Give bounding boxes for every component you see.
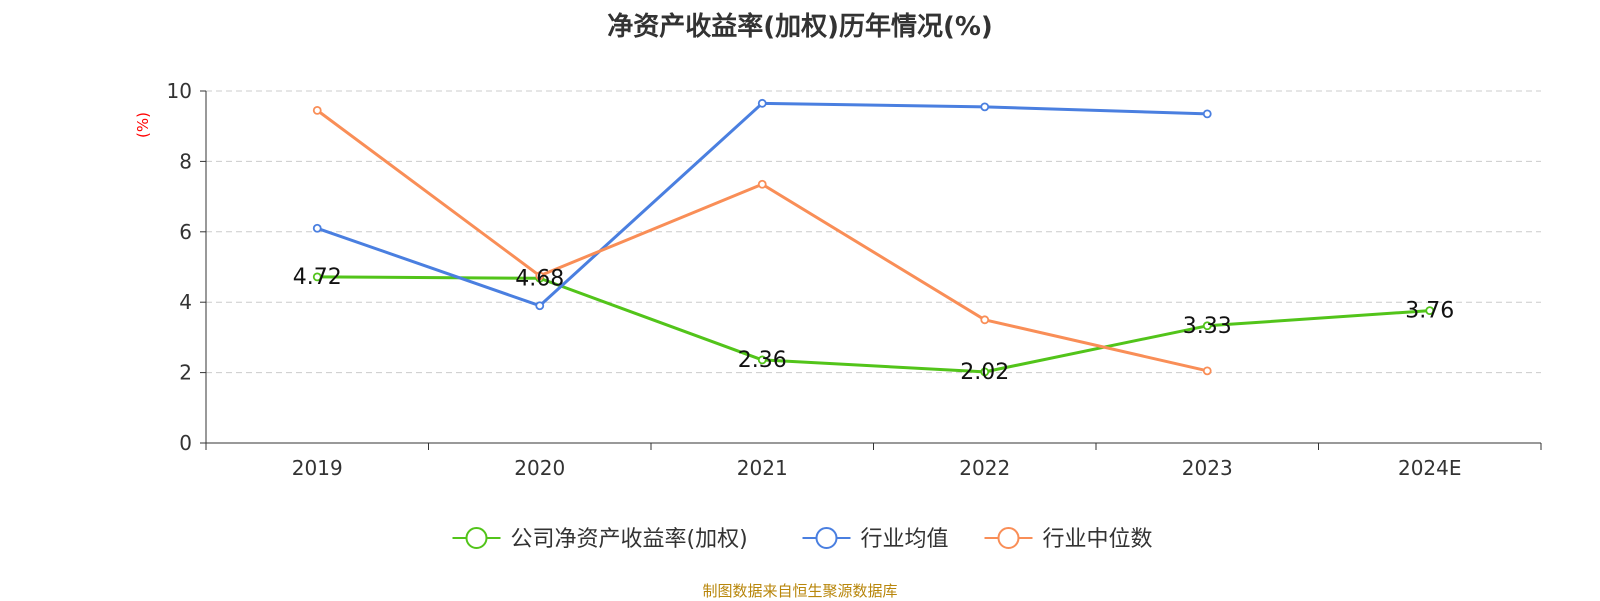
y-tick-label: 2 xyxy=(179,361,192,385)
legend-label: 行业均值 xyxy=(861,527,949,552)
legend-marker-0 xyxy=(465,527,488,549)
data-label: 3.33 xyxy=(1183,314,1232,339)
y-tick-label: 0 xyxy=(179,431,192,455)
data-point-2 xyxy=(535,271,545,281)
y-tick-label: 10 xyxy=(167,79,192,103)
data-point-1 xyxy=(757,98,767,108)
data-point-2 xyxy=(1202,366,1212,376)
data-point-0 xyxy=(312,272,322,282)
data-point-0 xyxy=(1202,321,1212,331)
source-note: 制图数据来自恒生聚源数据库 xyxy=(702,582,898,600)
legend-marker-1 xyxy=(815,527,838,549)
series-line-2 xyxy=(316,109,1208,373)
data-point-1 xyxy=(1202,109,1212,119)
data-point-0 xyxy=(980,367,990,377)
data-label: 2.36 xyxy=(738,348,787,373)
data-point-2 xyxy=(980,315,990,325)
legend-label: 行业中位数 xyxy=(1043,527,1153,552)
chart-title: 净资产收益率(加权)历年情况(%) xyxy=(607,12,993,42)
data-label: 2.02 xyxy=(960,360,1009,385)
series-line-1 xyxy=(316,101,1208,308)
data-point-0 xyxy=(1425,306,1435,316)
data-point-2 xyxy=(757,179,767,189)
data-label: 4.72 xyxy=(293,265,342,290)
x-tick-label: 2021 xyxy=(737,456,788,480)
data-point-2 xyxy=(312,105,322,115)
x-tick-label: 2022 xyxy=(959,456,1010,480)
data-point-1 xyxy=(980,102,990,112)
x-tick-label: 2023 xyxy=(1182,456,1233,480)
y-tick-label: 8 xyxy=(179,149,192,173)
data-label: 3.76 xyxy=(1405,299,1454,324)
data-label: 4.68 xyxy=(515,266,564,291)
y-axis-label: (%) xyxy=(134,112,152,138)
y-tick-label: 4 xyxy=(179,290,192,314)
y-tick-label: 6 xyxy=(179,220,192,244)
x-tick-label: 2024E xyxy=(1398,456,1462,480)
x-tick-label: 2020 xyxy=(514,456,565,480)
legend-label: 公司净资产收益率(加权) xyxy=(511,527,748,552)
legend-marker-2 xyxy=(997,527,1020,549)
data-point-1 xyxy=(535,301,545,311)
data-point-1 xyxy=(312,223,322,233)
data-point-0 xyxy=(757,355,767,365)
x-tick-label: 2019 xyxy=(292,456,343,480)
series-line-0 xyxy=(317,275,1430,374)
